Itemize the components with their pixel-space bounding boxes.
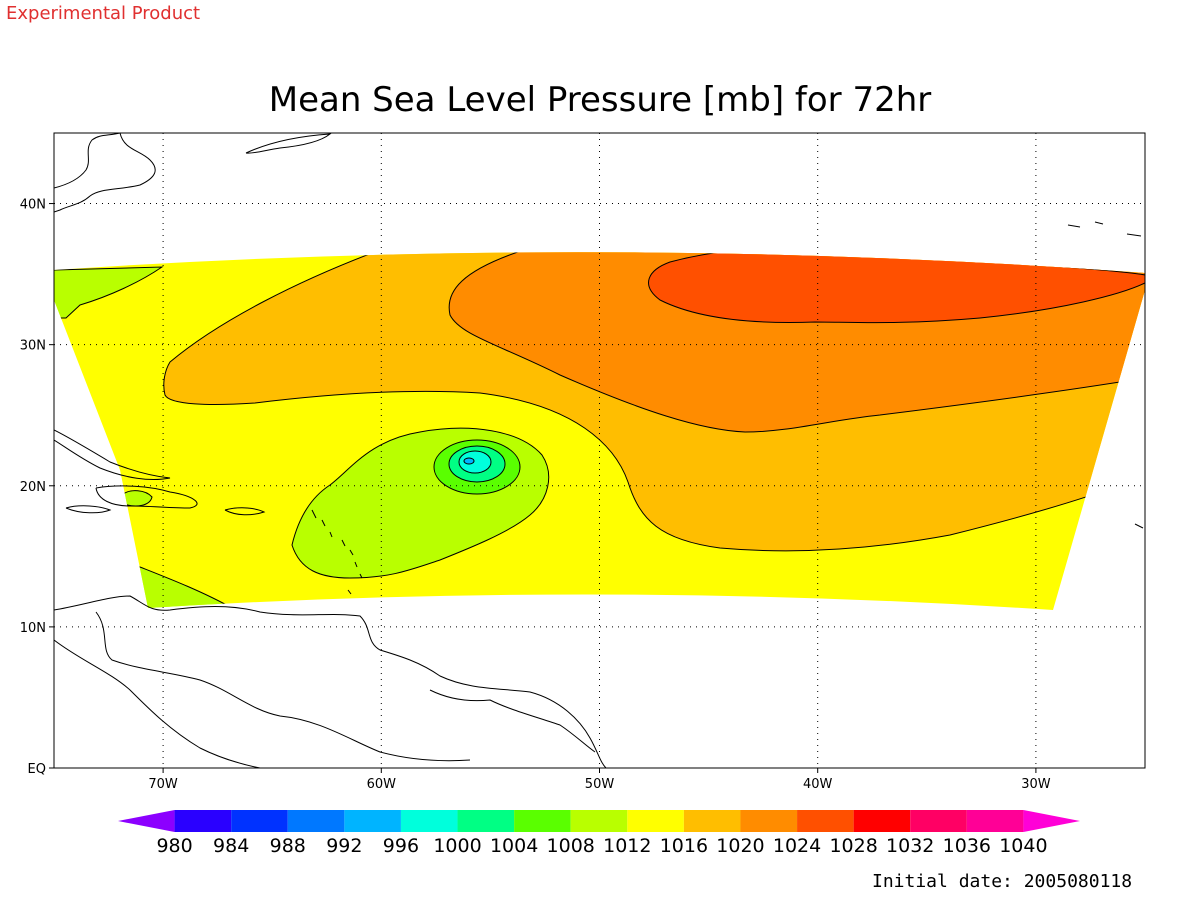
- y-tick-label-20n: 20N: [20, 480, 46, 495]
- coastlines: [54, 133, 1144, 768]
- y-tick-label-40n: 40N: [20, 198, 46, 213]
- colorbar-label: 992: [326, 835, 362, 857]
- coast-hispaniola: [95, 485, 198, 509]
- colorbar-swatch: [344, 810, 401, 832]
- coast-jamaica: [65, 505, 112, 514]
- colorbar-swatch: [966, 810, 1024, 832]
- field-1008-1012-southwest: [134, 564, 234, 611]
- colorbar-swatch: [514, 810, 571, 832]
- x-tick-label-60w: 60W: [367, 777, 397, 792]
- x-axis: 70W 60W 50W 40W 30W: [148, 768, 1051, 792]
- coast-east-islands: [1067, 221, 1144, 529]
- colorbar-swatch: [740, 810, 798, 832]
- colorbar-swatch: [287, 810, 345, 832]
- x-tick-label-30w: 30W: [1021, 777, 1051, 792]
- coast-north-america: [54, 133, 156, 213]
- colorbar-label: 1024: [773, 835, 821, 857]
- colorbar-label: 988: [270, 835, 306, 857]
- colorbar-arrow-low: [118, 810, 175, 832]
- y-tick-label-eq: EQ: [28, 762, 46, 777]
- y-tick-label-30n: 30N: [20, 339, 46, 354]
- colorbar-label: 1040: [999, 835, 1047, 857]
- colorbar-swatch: [910, 810, 967, 832]
- colorbar-swatch: [627, 810, 684, 832]
- coast-puerto-rico: [224, 507, 266, 516]
- colorbar-label: 1036: [943, 835, 991, 857]
- coast-nova-scotia: [245, 133, 332, 154]
- colorbar-swatch: [683, 810, 741, 832]
- colorbar-label: 980: [156, 835, 192, 857]
- x-tick-label-50w: 50W: [585, 777, 615, 792]
- colorbar-swatch: [231, 810, 288, 832]
- x-tick-label-40w: 40W: [803, 777, 833, 792]
- experimental-product-label: Experimental Product: [6, 3, 201, 24]
- pressure-field: [54, 252, 1145, 611]
- field-996-1000: [458, 450, 492, 474]
- colorbar-label: 1032: [886, 835, 934, 857]
- colorbar-swatch: [797, 810, 854, 832]
- chart-title: Mean Sea Level Pressure [mb] for 72hr: [268, 80, 932, 120]
- field-1008-1012-west: [54, 266, 164, 319]
- colorbar-label: 1012: [603, 835, 651, 857]
- colorbar-label: 1028: [829, 835, 877, 857]
- colorbar-swatch: [400, 810, 458, 832]
- colorbar-label: 996: [383, 835, 419, 857]
- colorbar-swatch: [457, 810, 515, 832]
- colorbar-label: 1020: [716, 835, 764, 857]
- colorbar-label: 1000: [433, 835, 481, 857]
- x-tick-label-70w: 70W: [148, 777, 178, 792]
- colorbar-arrow-high: [1023, 810, 1080, 832]
- colorbar-label: 1016: [660, 835, 708, 857]
- coast-venezuela-inland: [95, 611, 471, 762]
- y-axis: 40N 30N 20N 10N EQ: [20, 198, 54, 777]
- coast-cuba: [54, 429, 171, 481]
- initial-date-label: Initial date: 2005080118: [872, 871, 1133, 892]
- coast-lesser-antilles: [311, 509, 363, 595]
- y-tick-label-10n: 10N: [20, 621, 46, 636]
- colorbar-swatch: [853, 810, 911, 832]
- colorbar-label: 1008: [547, 835, 595, 857]
- field-1008-1012-hispaniola: [121, 490, 153, 507]
- plot-area: [54, 133, 1145, 768]
- colorbar: 980 984 988 992 996 1000 1004 1008 1012 1016 1020 1…: [118, 810, 1080, 857]
- colorbar-label: 984: [213, 835, 249, 857]
- colorbar-swatch: [570, 810, 628, 832]
- field-992-996: [463, 457, 475, 465]
- colorbar-label: 1004: [490, 835, 538, 857]
- coast-south-america: [54, 595, 607, 768]
- coast-guianas: [429, 689, 596, 753]
- colorbar-swatch: [174, 810, 232, 832]
